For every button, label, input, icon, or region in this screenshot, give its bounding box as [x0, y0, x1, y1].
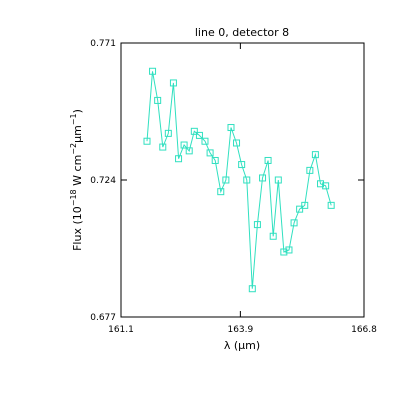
y-tick-label: 0.677 — [90, 313, 116, 323]
y-axis-label-superscript: −18 — [69, 189, 78, 206]
data-point — [175, 155, 183, 163]
y-axis-label-part: ) — [71, 109, 84, 113]
data-point — [317, 180, 325, 188]
data-point — [264, 156, 272, 164]
data-point — [233, 139, 241, 147]
data-point — [227, 124, 235, 132]
x-tick-label: 161.1 — [108, 325, 134, 335]
data-point — [296, 205, 304, 213]
y-axis-label: Flux (10−18 W cm−2μm−1) — [69, 109, 84, 251]
y-axis-label-superscript: −1 — [69, 113, 78, 125]
x-tick-label: 163.9 — [227, 325, 253, 335]
axis-ticks: 161.1 163.9 166.8 0.677 0.724 0.771 — [90, 39, 377, 335]
data-point — [322, 182, 330, 190]
data-point — [169, 79, 177, 87]
series-group — [143, 67, 335, 293]
data-point — [201, 137, 209, 145]
y-tick-label: 0.724 — [90, 176, 116, 186]
data-point — [269, 232, 277, 240]
data-point — [217, 188, 225, 196]
data-point — [285, 246, 293, 254]
data-point — [159, 143, 167, 151]
data-point — [238, 161, 246, 169]
y-tick-label: 0.771 — [90, 39, 116, 49]
data-point — [327, 201, 335, 209]
data-point — [280, 248, 288, 256]
data-point — [195, 131, 203, 139]
x-tick-label: 166.8 — [351, 325, 377, 335]
data-point — [248, 285, 256, 293]
y-axis-label-part: Flux (10 — [71, 206, 84, 251]
data-point — [274, 176, 282, 184]
data-point — [185, 147, 193, 155]
series-line — [146, 71, 332, 289]
data-point — [301, 201, 309, 209]
data-point — [149, 67, 157, 75]
data-point — [190, 127, 198, 135]
data-point — [290, 219, 298, 227]
x-axis-label: λ (μm) — [224, 339, 260, 352]
data-point — [243, 176, 251, 184]
data-point — [222, 176, 230, 184]
data-point — [164, 129, 172, 137]
y-axis-label-part: μm — [71, 125, 84, 143]
data-point — [143, 137, 151, 145]
data-point — [311, 151, 319, 159]
y-axis-label-superscript: −2 — [69, 143, 78, 155]
data-point — [206, 149, 214, 157]
data-point — [253, 221, 261, 229]
y-axis-label-part: W cm — [71, 155, 84, 190]
data-point — [211, 156, 219, 164]
data-point — [259, 174, 267, 182]
chart-title: line 0, detector 8 — [195, 26, 289, 39]
data-point — [306, 166, 314, 174]
data-point — [154, 96, 162, 104]
data-point — [180, 141, 188, 149]
